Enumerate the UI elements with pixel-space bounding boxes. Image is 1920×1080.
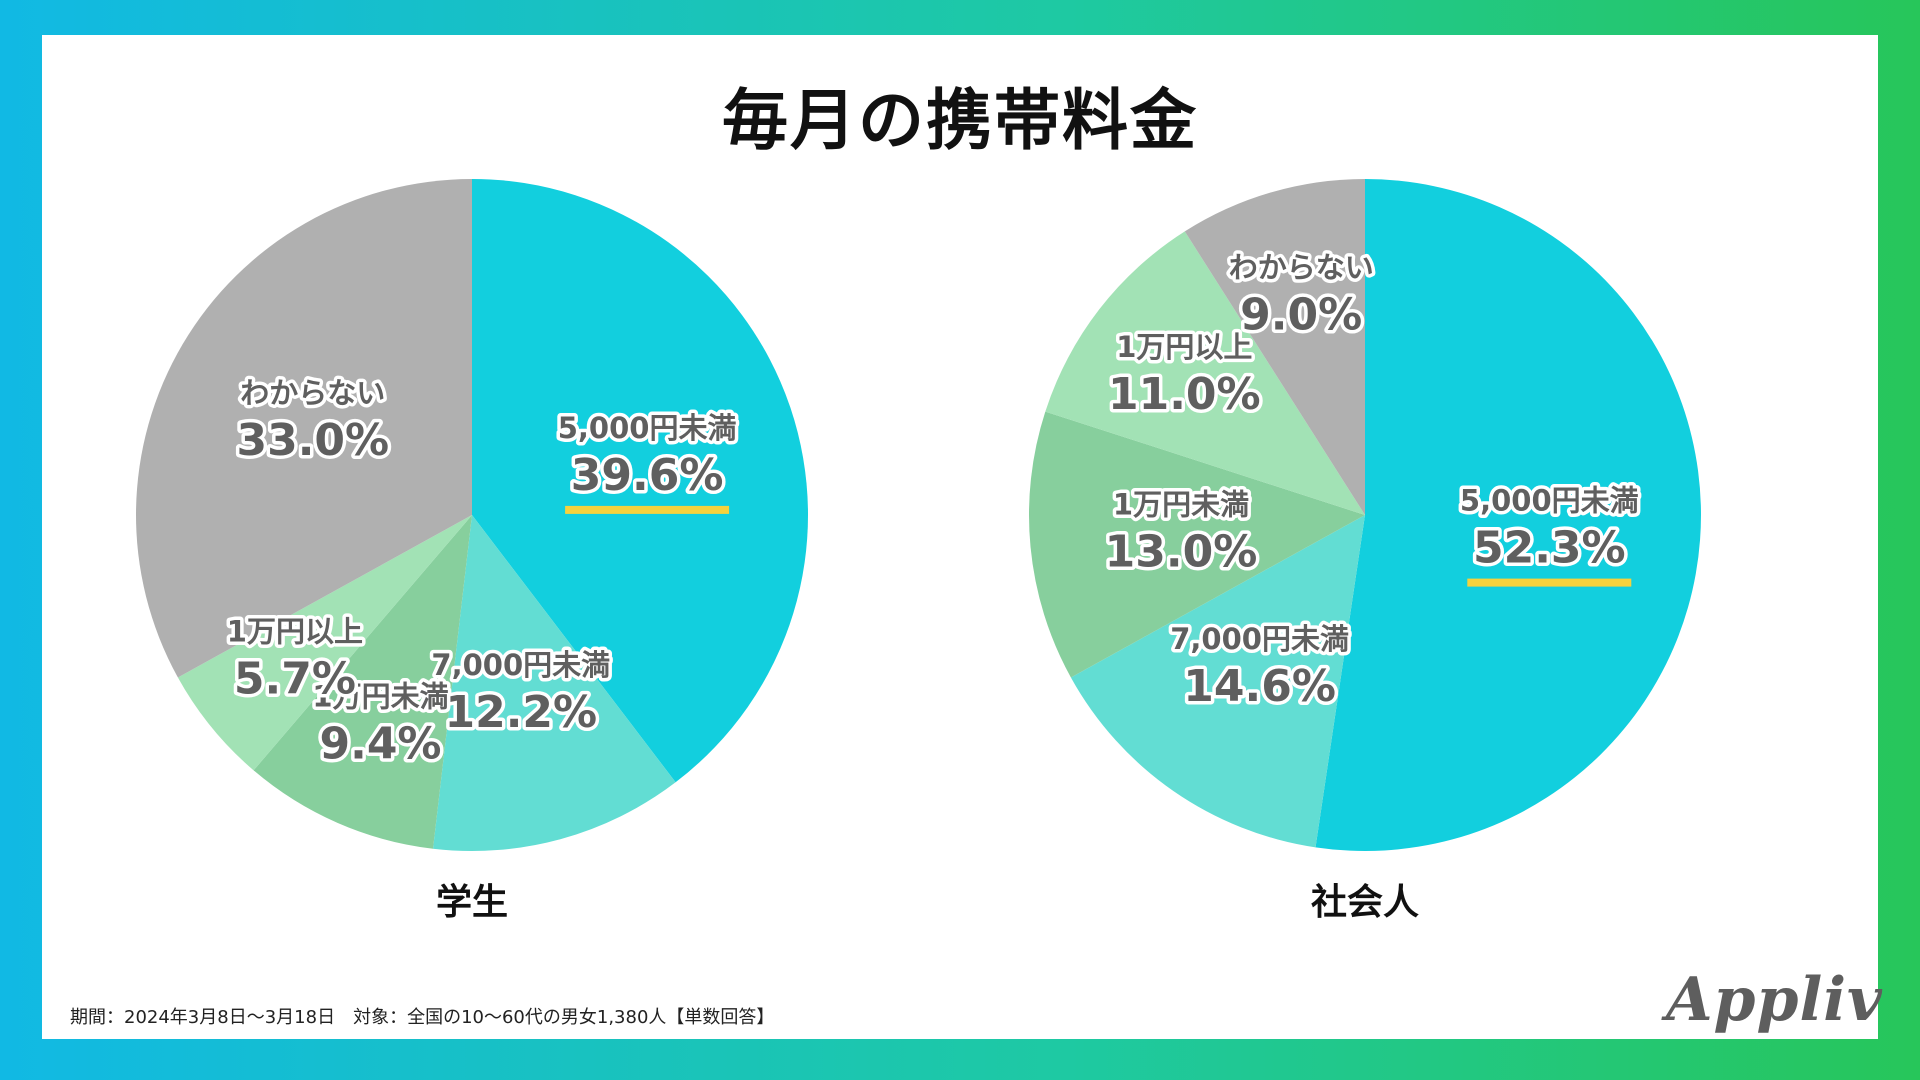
pie-slice-students-under-5000: [472, 179, 809, 783]
pie-slice-students-over-10000: [177, 515, 472, 771]
slice-label-students-under-5000: 5,000円未満: [558, 411, 737, 445]
pie-slice-workers-under-10000: [1028, 411, 1365, 678]
slice-label-workers-under-7000: 7,000円未満: [1170, 622, 1349, 656]
slice-value-workers-under-10000: 13.0%: [1105, 527, 1258, 578]
slice-label-students-under-7000: 7,000円未満: [431, 648, 610, 682]
slice-label-workers-under-10000: 1万円未満: [1113, 488, 1249, 522]
chart-card: 毎月の携帯料金 5,000円未満 39.6% 7,000円未満 12.2% 1万円未満 9…: [42, 35, 1882, 1039]
pie-slice-students-unknown: [136, 179, 472, 678]
pie-slice-workers-under-5000: [1315, 179, 1701, 852]
pie-students: [136, 179, 809, 852]
pie-slice-workers-over-10000: [1045, 231, 1365, 515]
pie-slice-workers-unknown: [1184, 179, 1365, 515]
slice-value-workers-under-5000: 52.3%: [1473, 523, 1626, 574]
slice-label-workers-under-5000: 5,000円未満: [1460, 484, 1639, 518]
appliv-logo: Appliv: [1666, 965, 1883, 1035]
slice-value-workers-over-10000: 11.0%: [1108, 369, 1261, 420]
pie-slice-workers-under-7000: [1070, 515, 1365, 848]
highlight-underline-workers: [1467, 578, 1632, 587]
highlight-underline-students: [565, 505, 730, 514]
pie-workers: [1028, 179, 1701, 852]
pie-labels-students: 5,000円未満 39.6% 7,000円未満 12.2%1万円未満 9.4% 1万円以上…: [223, 373, 740, 773]
pie-labels-workers: 5,000円未満 52.3% 7,000円未満 14.6% 1万円未満 13.0% 1万円以…: [1101, 247, 1642, 715]
pie-caption-workers: 社会人: [1310, 882, 1419, 923]
slice-label-students-over-10000: 1万円以上: [227, 614, 363, 648]
slice-label-workers-unknown: わからない: [1229, 251, 1374, 285]
slice-value-students-under-7000: 12.2%: [444, 687, 597, 738]
slice-value-students-under-5000: 39.6%: [571, 450, 724, 501]
slice-label-students-under-10000: 1万円未満: [312, 679, 448, 713]
pie-slice-students-under-10000: [253, 515, 472, 849]
slice-value-students-under-10000: 9.4%: [319, 718, 441, 769]
pie-slice-students-under-7000: [432, 515, 676, 852]
chart-title: 毎月の携帯料金: [722, 82, 1198, 159]
pie-caption-students: 学生: [435, 882, 508, 923]
slice-value-students-unknown: 33.0%: [236, 415, 389, 466]
pie-charts: 5,000円未満39.6%7,000円未満12.2%1万円未満9.4%1万円以上…: [136, 179, 1701, 852]
slice-value-workers-unknown: 9.0%: [1240, 290, 1362, 341]
slice-label-workers-over-10000: 1万円以上: [1116, 330, 1252, 364]
slice-label-students-unknown: わからない: [240, 376, 385, 410]
survey-footnote: 期間：2024年3月8日〜3月18日 対象：全国の10〜60代の男女1,380人…: [70, 1007, 775, 1028]
slice-value-students-over-10000: 5.7%: [234, 653, 356, 704]
slice-value-workers-under-7000: 14.6%: [1183, 661, 1336, 712]
